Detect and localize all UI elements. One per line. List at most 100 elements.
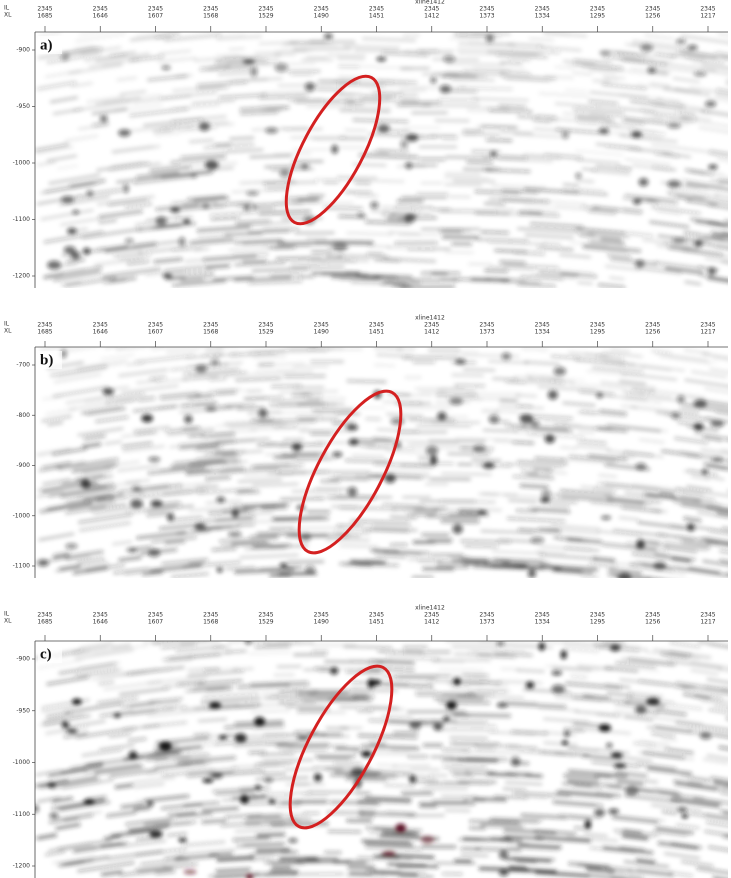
reflection	[726, 83, 731, 87]
reflection	[225, 150, 264, 152]
amplitude-spot	[694, 72, 707, 77]
reflection	[604, 79, 619, 81]
reflection	[578, 282, 593, 283]
reflection	[263, 760, 314, 761]
reflection	[619, 517, 639, 519]
reflection	[472, 68, 525, 70]
amplitude-spot	[499, 850, 508, 859]
reflection	[250, 156, 292, 158]
amplitude-spot	[292, 443, 303, 452]
reflection	[37, 162, 56, 165]
amplitude-spot	[183, 219, 191, 224]
reflection	[197, 82, 247, 86]
reflection	[163, 685, 188, 687]
reflection	[245, 397, 283, 399]
reflection	[115, 785, 133, 787]
depth-label: -1200	[13, 273, 31, 280]
reflection	[337, 58, 365, 59]
reflection	[349, 180, 404, 182]
reflection	[354, 50, 400, 51]
reflection	[481, 531, 534, 533]
reflection	[108, 852, 163, 859]
seismic-panel: ILXLxline1412234516852345164623451607234…	[4, 0, 731, 288]
amplitude-spot	[103, 388, 114, 395]
reflection	[38, 32, 61, 36]
reflection	[37, 82, 76, 89]
reflection	[535, 872, 589, 876]
amplitude-spot	[132, 486, 142, 491]
amplitude-spot	[406, 162, 412, 169]
reflection	[574, 189, 604, 192]
amplitude-spot	[638, 178, 648, 186]
reflection	[263, 229, 299, 230]
reflection	[460, 541, 511, 542]
inline-label: 2345	[148, 322, 163, 329]
reflection	[538, 247, 574, 249]
reflection	[203, 451, 246, 454]
depth-label: -1000	[13, 512, 31, 519]
amplitude-spot	[163, 273, 172, 278]
reflection	[347, 381, 387, 382]
amplitude-spot	[409, 721, 421, 729]
reflection	[696, 118, 711, 120]
reflection	[564, 776, 599, 779]
reflection	[349, 873, 373, 874]
amplitude-spot	[647, 67, 656, 73]
reflection	[177, 217, 193, 218]
reflection	[281, 455, 319, 456]
amplitude-spot	[70, 252, 80, 260]
reflection	[37, 835, 57, 839]
amplitude-spot	[373, 679, 381, 685]
amplitude-spot	[251, 205, 257, 209]
reflection	[560, 255, 591, 257]
amplitude-spot	[31, 805, 39, 813]
reflection	[717, 513, 731, 523]
amplitude-spot	[255, 785, 261, 790]
reflection	[447, 454, 489, 455]
reflection	[719, 669, 731, 678]
amplitude-spot	[123, 184, 129, 194]
reflection	[287, 746, 346, 747]
reflection	[279, 391, 338, 392]
reflection	[442, 237, 479, 238]
amplitude-spot	[178, 838, 187, 842]
crossline-label: 1607	[148, 329, 163, 336]
reflection	[206, 349, 224, 350]
amplitude-spot	[240, 794, 249, 804]
reflection	[334, 763, 362, 764]
reflection	[728, 408, 731, 416]
reflection	[512, 442, 534, 443]
reflection	[484, 398, 519, 399]
reflection	[261, 92, 313, 94]
reflection	[651, 733, 674, 736]
amplitude-spot	[305, 82, 315, 91]
reflection	[513, 476, 554, 478]
reflection	[509, 500, 538, 501]
amplitude-spot	[47, 782, 55, 788]
reflection	[276, 258, 322, 259]
reflection	[65, 345, 103, 351]
reflection	[251, 711, 290, 712]
depth-label: -900	[16, 656, 30, 663]
amplitude-spot	[700, 732, 712, 739]
reflection	[374, 93, 403, 94]
reflection	[384, 785, 415, 787]
reflection	[56, 825, 81, 829]
reflection	[636, 860, 655, 862]
amplitude-spot	[245, 638, 252, 645]
reflection	[101, 355, 134, 360]
crossline-label: 1412	[424, 13, 439, 20]
reflection	[621, 373, 677, 379]
reflection	[545, 76, 574, 78]
reflection	[597, 428, 627, 431]
reflection	[122, 443, 152, 447]
reflection	[161, 644, 196, 647]
reflection	[563, 403, 596, 406]
reflection	[72, 848, 97, 852]
reflection	[150, 377, 167, 379]
reflection	[203, 256, 257, 260]
seismic-image	[31, 638, 731, 878]
reflection	[647, 578, 704, 585]
reflection	[156, 379, 188, 382]
reflection	[119, 688, 169, 694]
